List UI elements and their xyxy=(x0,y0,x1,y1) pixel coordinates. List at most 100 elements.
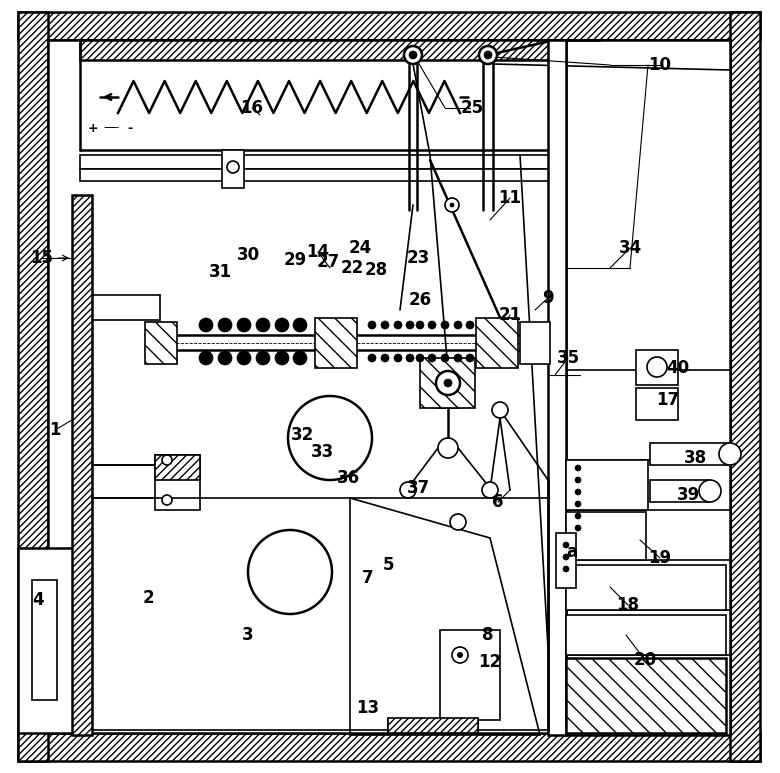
Circle shape xyxy=(482,482,498,498)
Circle shape xyxy=(575,489,581,495)
Circle shape xyxy=(441,321,449,329)
Bar xyxy=(80,40,555,60)
Text: 23: 23 xyxy=(406,249,430,267)
Text: 35: 35 xyxy=(556,349,580,367)
Text: 32: 32 xyxy=(290,426,314,444)
Bar xyxy=(18,733,760,761)
Text: 2: 2 xyxy=(142,589,154,607)
Text: 18: 18 xyxy=(616,596,640,614)
Circle shape xyxy=(563,554,569,560)
Circle shape xyxy=(575,525,581,531)
Text: 8: 8 xyxy=(482,626,494,644)
Text: 36: 36 xyxy=(336,469,360,487)
Circle shape xyxy=(293,318,307,332)
Circle shape xyxy=(575,465,581,471)
Circle shape xyxy=(275,318,289,332)
Bar xyxy=(636,350,678,385)
Circle shape xyxy=(406,354,414,362)
Text: 31: 31 xyxy=(208,263,232,281)
Circle shape xyxy=(381,321,389,329)
Circle shape xyxy=(450,203,454,207)
Bar xyxy=(32,580,57,700)
Text: 21: 21 xyxy=(498,306,522,324)
Bar xyxy=(730,12,760,761)
Circle shape xyxy=(699,480,721,502)
Text: 19: 19 xyxy=(648,549,672,567)
Circle shape xyxy=(237,318,251,332)
Text: 24: 24 xyxy=(349,239,371,257)
Circle shape xyxy=(457,652,463,658)
Bar xyxy=(520,322,550,364)
Circle shape xyxy=(406,321,414,329)
Circle shape xyxy=(719,443,741,465)
Bar xyxy=(566,460,648,510)
Circle shape xyxy=(237,351,251,365)
Text: 28: 28 xyxy=(364,261,388,279)
Circle shape xyxy=(575,477,581,483)
Text: 11: 11 xyxy=(498,189,522,207)
Bar xyxy=(80,155,550,169)
Text: 9: 9 xyxy=(542,289,554,307)
Text: 12: 12 xyxy=(478,653,502,671)
Text: 29: 29 xyxy=(283,251,307,269)
Bar xyxy=(548,40,566,735)
Bar xyxy=(48,40,730,733)
Text: -: - xyxy=(127,121,133,135)
Text: —: — xyxy=(104,121,116,135)
Circle shape xyxy=(454,354,462,362)
Text: 13: 13 xyxy=(356,699,380,717)
Circle shape xyxy=(450,514,466,530)
Circle shape xyxy=(428,321,436,329)
Circle shape xyxy=(416,321,424,329)
Text: 3: 3 xyxy=(242,626,254,644)
Bar xyxy=(566,658,726,733)
Circle shape xyxy=(647,357,667,377)
Circle shape xyxy=(575,501,581,507)
Bar xyxy=(650,480,710,502)
Bar xyxy=(18,12,48,761)
Circle shape xyxy=(248,530,332,614)
Circle shape xyxy=(394,354,402,362)
Circle shape xyxy=(227,161,239,173)
Text: a: a xyxy=(566,543,577,561)
Circle shape xyxy=(162,455,172,465)
Bar xyxy=(566,512,646,560)
Bar xyxy=(155,455,200,480)
Text: 10: 10 xyxy=(648,56,672,74)
Text: 20: 20 xyxy=(633,651,657,669)
Circle shape xyxy=(199,351,213,365)
Text: 15: 15 xyxy=(30,249,54,267)
Circle shape xyxy=(575,513,581,519)
Text: 6: 6 xyxy=(492,493,504,511)
Circle shape xyxy=(400,482,416,498)
Bar xyxy=(388,718,478,733)
Circle shape xyxy=(416,354,424,362)
Bar xyxy=(18,12,760,40)
Circle shape xyxy=(436,371,460,395)
Circle shape xyxy=(162,495,172,505)
Circle shape xyxy=(428,354,436,362)
Circle shape xyxy=(492,402,508,418)
Bar xyxy=(145,322,177,364)
Text: +: + xyxy=(87,121,98,135)
Circle shape xyxy=(381,354,389,362)
Circle shape xyxy=(444,379,452,387)
Bar xyxy=(155,455,200,510)
Text: 25: 25 xyxy=(460,99,484,117)
Bar xyxy=(80,40,555,150)
Text: 38: 38 xyxy=(683,449,707,467)
Bar xyxy=(315,318,357,368)
Circle shape xyxy=(466,321,474,329)
Circle shape xyxy=(199,318,213,332)
Text: 40: 40 xyxy=(666,359,690,377)
Circle shape xyxy=(484,51,492,59)
Circle shape xyxy=(466,354,474,362)
Bar xyxy=(636,388,678,420)
Text: 33: 33 xyxy=(310,443,334,461)
Circle shape xyxy=(409,51,417,59)
Circle shape xyxy=(256,318,270,332)
Text: 4: 4 xyxy=(32,591,44,609)
Bar xyxy=(440,630,500,720)
Circle shape xyxy=(563,566,569,572)
Text: 1: 1 xyxy=(49,421,61,439)
